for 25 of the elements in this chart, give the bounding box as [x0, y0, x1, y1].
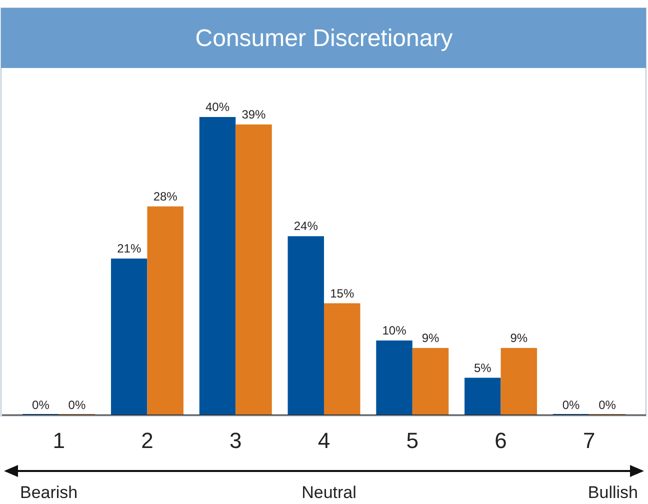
x-tick-label: 5	[406, 428, 419, 453]
data-label: 40%	[205, 100, 230, 114]
data-label: 10%	[382, 324, 407, 338]
data-label: 24%	[294, 219, 318, 234]
x-tick-label: 2	[141, 428, 154, 453]
data-label: 0%	[562, 398, 580, 412]
x-tick-label: 1	[52, 428, 65, 453]
text: Neutral	[302, 483, 356, 502]
data-label: 5%	[474, 360, 492, 375]
data-label: 0%	[32, 398, 50, 412]
data-label: 39%	[242, 107, 266, 122]
data-label: 28%	[153, 189, 178, 204]
chart-title: Consumer Discretionary	[195, 25, 453, 52]
data-label: 9%	[510, 330, 528, 345]
data-label: 0%	[598, 398, 616, 412]
x-tick-label: 6	[494, 428, 507, 453]
text: Bullish	[588, 483, 638, 502]
x-tick-label: 4	[318, 428, 330, 453]
x-tick-label: 7	[583, 428, 596, 453]
data-label: 0%	[68, 398, 86, 412]
x-tick-label: 3	[229, 428, 242, 453]
data-label: 21%	[117, 242, 142, 256]
text: Bearish	[20, 483, 78, 502]
data-label: 9%	[422, 330, 440, 345]
data-label: 15%	[330, 286, 354, 300]
